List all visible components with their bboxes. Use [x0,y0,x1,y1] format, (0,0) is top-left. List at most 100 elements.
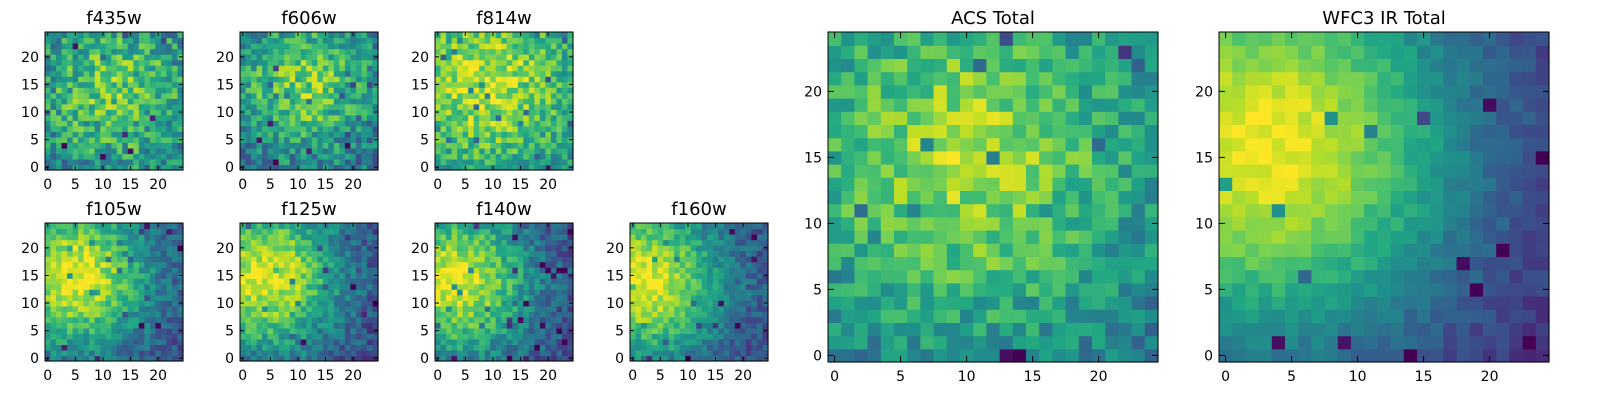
heatmap-cell [251,43,258,50]
heatmap-cell [322,267,329,274]
heatmap-cell [306,305,313,312]
heatmap-cell [506,164,513,171]
heatmap-cell [111,344,118,351]
heatmap-cell [729,234,736,241]
heatmap-cell [361,267,368,274]
heatmap-cell [278,136,285,143]
heatmap-cell [1012,243,1027,257]
heatmap-cell [751,267,758,274]
heatmap-cell [1026,190,1040,205]
heatmap-cell [457,125,464,132]
heatmap-cell [473,142,480,149]
heatmap-cell [435,158,442,166]
heatmap-cell [630,316,637,323]
heatmap-cell [133,311,140,318]
heatmap-cell [545,322,552,329]
heatmap-cell [545,250,552,257]
heatmap-cell [880,269,895,284]
heatmap-cell [133,338,140,346]
heatmap-cell [295,272,302,279]
heatmap-cell [1144,243,1159,257]
heatmap-cell [641,278,648,285]
heatmap-cell [652,245,659,252]
y-tick-label: 20 [21,50,39,66]
heatmap-cell [171,344,179,351]
heatmap-cell [111,349,118,357]
heatmap-cell [350,147,357,155]
heatmap-cell [111,158,118,166]
heatmap-cell [534,164,541,171]
heatmap-cell [556,245,563,252]
heatmap-cell [635,344,642,351]
heatmap-cell [289,267,296,274]
heatmap-cell [311,131,318,138]
heatmap-cell [528,32,535,39]
heatmap-cell [361,65,368,72]
heatmap-cell [534,239,541,246]
heatmap-cell [166,272,173,279]
heatmap-cell [539,70,546,77]
heatmap-cell [317,98,324,105]
heatmap-cell [105,114,112,121]
heatmap-cell [479,234,486,241]
heatmap-cell [328,125,335,132]
heatmap-cell [550,228,558,235]
heatmap-cell [479,32,486,39]
heatmap-cell [127,316,134,323]
heatmap-cell [451,81,458,88]
heatmap-cell [528,164,535,171]
heatmap-cell [517,239,524,246]
heatmap-cell [267,245,274,252]
heatmap-cell [462,305,469,312]
heatmap-cell [652,256,659,263]
heatmap-cell [339,278,346,285]
heatmap-cell [155,147,162,155]
heatmap-cell [122,223,129,230]
heatmap-cell [528,349,535,357]
heatmap-cell [262,136,269,143]
heatmap-cell [1131,177,1146,191]
heatmap-cell [512,32,519,39]
heatmap-cell [251,327,258,334]
heatmap-cell [306,142,313,149]
heatmap-cell [83,164,90,171]
heatmap-cell [751,250,758,257]
heatmap-cell [556,147,563,155]
heatmap-cell [355,311,363,318]
heatmap-cell [273,327,280,334]
heatmap-cell [696,300,703,307]
heatmap-cell [111,322,118,329]
heatmap-cell [567,283,574,290]
heatmap-cell [267,142,274,149]
heatmap-cell [372,250,379,257]
heatmap-cell [745,322,753,329]
heatmap-cell [155,125,162,132]
heatmap-cell [45,294,52,301]
heatmap-cell [495,43,502,50]
heatmap-cell [701,300,708,307]
heatmap-cell [111,48,118,55]
heatmap-cell [72,300,79,307]
heatmap-cell [45,322,52,329]
x-tick-label: 10 [94,177,112,193]
heatmap-cell [740,245,747,252]
heatmap-cell [256,267,263,274]
heatmap-cell [567,125,574,132]
heatmap-cell [144,261,151,268]
heatmap-cell [61,142,68,149]
heatmap-cell [149,114,156,121]
heatmap-cell [240,48,247,55]
heatmap-cell [50,54,57,61]
heatmap-cell [251,92,258,99]
heatmap-cell [854,282,869,297]
heatmap-cell [105,294,112,301]
heatmap-cell [155,283,162,290]
heatmap-cell [539,344,546,351]
heatmap-cell [512,289,519,296]
heatmap-cell [333,228,340,235]
heatmap-cell [100,65,107,72]
heatmap-cell [361,120,368,127]
heatmap-cell [306,125,313,132]
heatmap-cell [328,92,335,99]
heatmap-cell [372,256,379,263]
